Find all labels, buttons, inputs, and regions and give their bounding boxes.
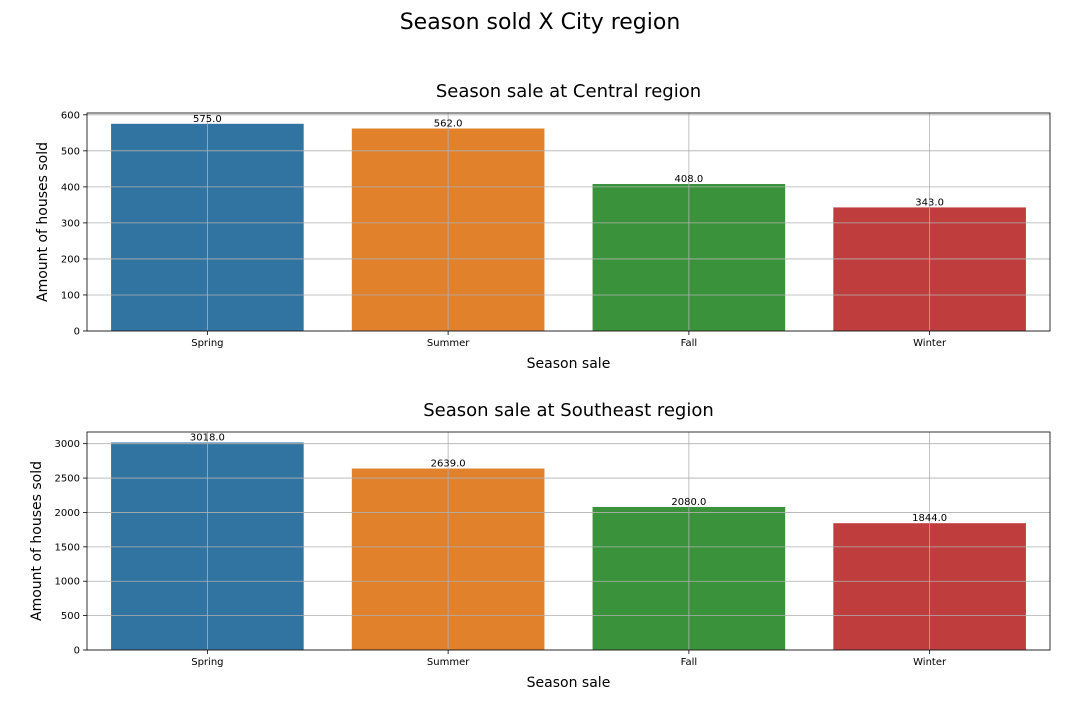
data-label-spring: 575.0 bbox=[193, 114, 222, 125]
x-tick-label-summer: Summer bbox=[427, 338, 470, 349]
y-tick-label: 1500 bbox=[55, 542, 80, 553]
y-tick-label: 0 bbox=[74, 646, 80, 657]
chart-panel-1: Season sale at Central region 0 100 200 300 4… bbox=[35, 81, 1051, 372]
data-label-summer: 2639.0 bbox=[431, 459, 466, 470]
y-tick-label: 100 bbox=[61, 290, 80, 301]
y-axis-label: Amount of houses sold bbox=[35, 142, 51, 302]
y-tick-label: 3000 bbox=[55, 439, 80, 450]
y-tick-label: 200 bbox=[61, 254, 80, 265]
data-label-fall: 408.0 bbox=[675, 174, 704, 185]
y-tick-label: 1000 bbox=[55, 577, 80, 588]
x-tick-label-winter: Winter bbox=[913, 338, 947, 349]
chart-title: Season sale at Central region bbox=[436, 81, 701, 102]
y-tick-label: 2000 bbox=[55, 508, 80, 519]
y-tick-label: 400 bbox=[61, 182, 80, 193]
figure-suptitle: Season sold X City region bbox=[399, 10, 681, 35]
x-tick-label-summer: Summer bbox=[427, 657, 470, 668]
y-tick-label: 500 bbox=[61, 146, 80, 157]
x-tick-label-spring: Spring bbox=[191, 338, 223, 349]
y-tick-label: 300 bbox=[61, 218, 80, 229]
chart-title: Season sale at Southeast region bbox=[423, 400, 714, 421]
y-axis-label: Amount of houses sold bbox=[29, 461, 45, 621]
data-label-winter: 343.0 bbox=[915, 197, 944, 208]
y-tick-label: 500 bbox=[61, 611, 80, 622]
x-tick-label-fall: Fall bbox=[681, 338, 698, 349]
y-tick-label: 2500 bbox=[55, 474, 80, 485]
data-label-spring: 3018.0 bbox=[190, 432, 225, 443]
axes-frame bbox=[86, 112, 1051, 332]
y-tick-label: 600 bbox=[61, 110, 80, 121]
data-label-summer: 562.0 bbox=[434, 118, 463, 129]
x-tick-label-fall: Fall bbox=[681, 657, 698, 668]
axes-frame bbox=[86, 431, 1051, 651]
chart-panel-2: Season sale at Southeast region 0 500 1000 1… bbox=[29, 400, 1051, 691]
x-axis-label: Season sale bbox=[527, 675, 611, 691]
y-tick-label: 0 bbox=[74, 327, 80, 338]
data-label-winter: 1844.0 bbox=[912, 513, 947, 524]
data-label-fall: 2080.0 bbox=[671, 497, 706, 508]
x-axis-label: Season sale bbox=[527, 356, 611, 372]
x-tick-label-winter: Winter bbox=[913, 657, 947, 668]
x-tick-label-spring: Spring bbox=[191, 657, 223, 668]
